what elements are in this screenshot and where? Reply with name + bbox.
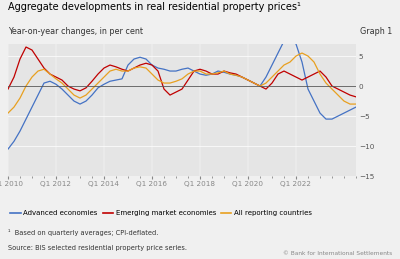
Text: ¹  Based on quarterly averages; CPI-deflated.: ¹ Based on quarterly averages; CPI-defla… <box>8 229 158 236</box>
Text: © Bank for International Settlements: © Bank for International Settlements <box>283 251 392 256</box>
Text: Source: BIS selected residential property price series.: Source: BIS selected residential propert… <box>8 245 187 251</box>
Text: Graph 1: Graph 1 <box>360 27 392 36</box>
Text: Aggregate developments in real residential property prices¹: Aggregate developments in real residenti… <box>8 2 301 12</box>
Text: Year-on-year changes, in per cent: Year-on-year changes, in per cent <box>8 27 143 36</box>
Legend: Advanced economies, Emerging market economies, All reporting countries: Advanced economies, Emerging market econ… <box>7 207 315 219</box>
